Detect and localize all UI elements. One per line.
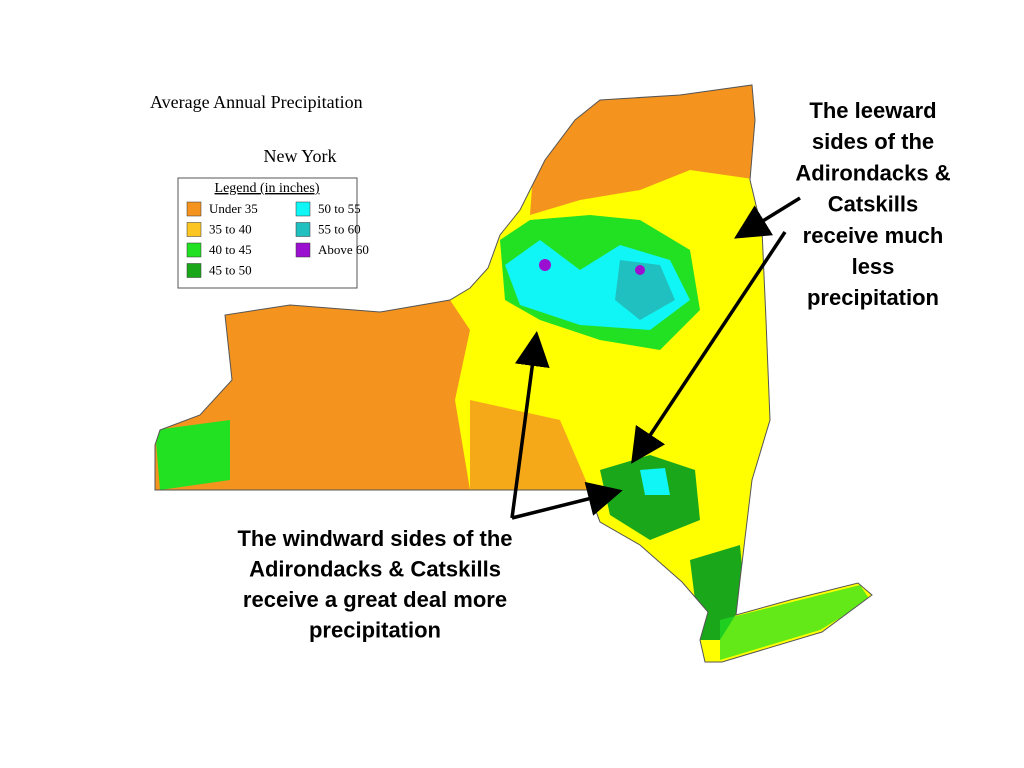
legend-label: 40 to 45: [209, 242, 252, 257]
annotation-line: Adirondacks & Catskills: [249, 557, 501, 582]
map-subtitle: New York: [263, 146, 336, 166]
legend-label: 35 to 40: [209, 222, 252, 237]
legend: Under 35 35 to 40 40 to 45 45 to 50 50 to 55…: [186, 201, 369, 278]
annotation-line: precipitation: [309, 618, 441, 643]
legend-label: 45 to 50: [209, 263, 252, 278]
legend-label: Under 35: [209, 201, 258, 216]
legend-label: Above 60: [318, 242, 369, 257]
legend-swatch: [186, 263, 202, 278]
legend-box: [177, 177, 358, 289]
annotation-line: The windward sides of the: [237, 526, 512, 551]
annotation-line: precipitation: [807, 285, 939, 310]
map-title: Average Annual Precipitation: [150, 92, 363, 112]
annotation-line: receive much: [803, 223, 944, 248]
legend-swatch: [295, 242, 311, 258]
legend-swatch: [295, 201, 311, 217]
annotation-line: less: [852, 254, 895, 279]
legend-swatch: [186, 222, 202, 237]
legend-label: 55 to 60: [318, 222, 361, 237]
annotation-line: Adirondacks &: [795, 160, 950, 185]
legend-title: Legend (in inches): [215, 181, 320, 196]
precip-map: [155, 85, 872, 662]
annotations: The leeward sides of the Adirondacks & Cats…: [237, 98, 950, 643]
arrows: [510, 196, 801, 520]
legend-swatch: [186, 201, 202, 217]
legend-swatch: [186, 242, 202, 258]
annotation-line: Catskills: [828, 192, 919, 217]
annotation-line: sides of the: [812, 129, 934, 154]
legend-swatch: [295, 222, 311, 237]
legend-label: 50 to 55: [318, 201, 361, 216]
annotation-line: receive a great deal more: [243, 587, 507, 612]
annotation-line: The leeward: [809, 98, 936, 123]
